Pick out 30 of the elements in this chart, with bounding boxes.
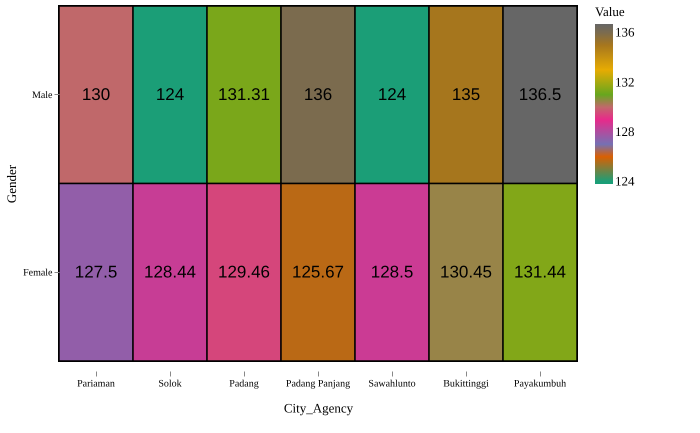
color-bar-label: 132	[615, 74, 634, 90]
data-label: 127.5	[74, 262, 118, 282]
x-tick-label: Padang	[229, 378, 259, 390]
x-axis-title: City_Agency	[284, 400, 354, 416]
data-label: 128.44	[144, 262, 196, 282]
data-label: 130	[82, 84, 110, 104]
data-label: 129.46	[218, 262, 270, 282]
x-tick-label: Solok	[158, 378, 182, 390]
data-label: 135	[452, 84, 480, 104]
x-tick-label: Payakumbuh	[514, 378, 566, 390]
y-tick-label: Male	[32, 90, 54, 101]
data-label: 131.31	[218, 84, 270, 104]
color-bar-title: Value	[595, 4, 625, 19]
data-label: 124	[378, 84, 406, 104]
x-tick-label: Padang Panjang	[286, 378, 350, 390]
y-axis-title: Gender	[4, 164, 20, 204]
data-label: 131.44	[514, 262, 566, 282]
color-bar-label: 136	[615, 24, 635, 40]
data-label: 125.67	[292, 262, 344, 282]
color-bar-label: 124	[615, 174, 635, 189]
x-tick-label: Sawahlunto	[368, 378, 416, 390]
data-label: 136	[304, 84, 332, 104]
data-label: 136.5	[518, 84, 562, 104]
x-tick-label: Pariaman	[77, 378, 115, 390]
y-tick-label: Female	[23, 267, 54, 278]
data-label: 130.45	[440, 262, 492, 282]
x-tick-label: Bukittinggi	[443, 378, 489, 390]
data-label: 124	[156, 84, 184, 104]
data-label: 128.5	[370, 262, 414, 282]
color-bar-label: 128	[615, 124, 634, 139]
